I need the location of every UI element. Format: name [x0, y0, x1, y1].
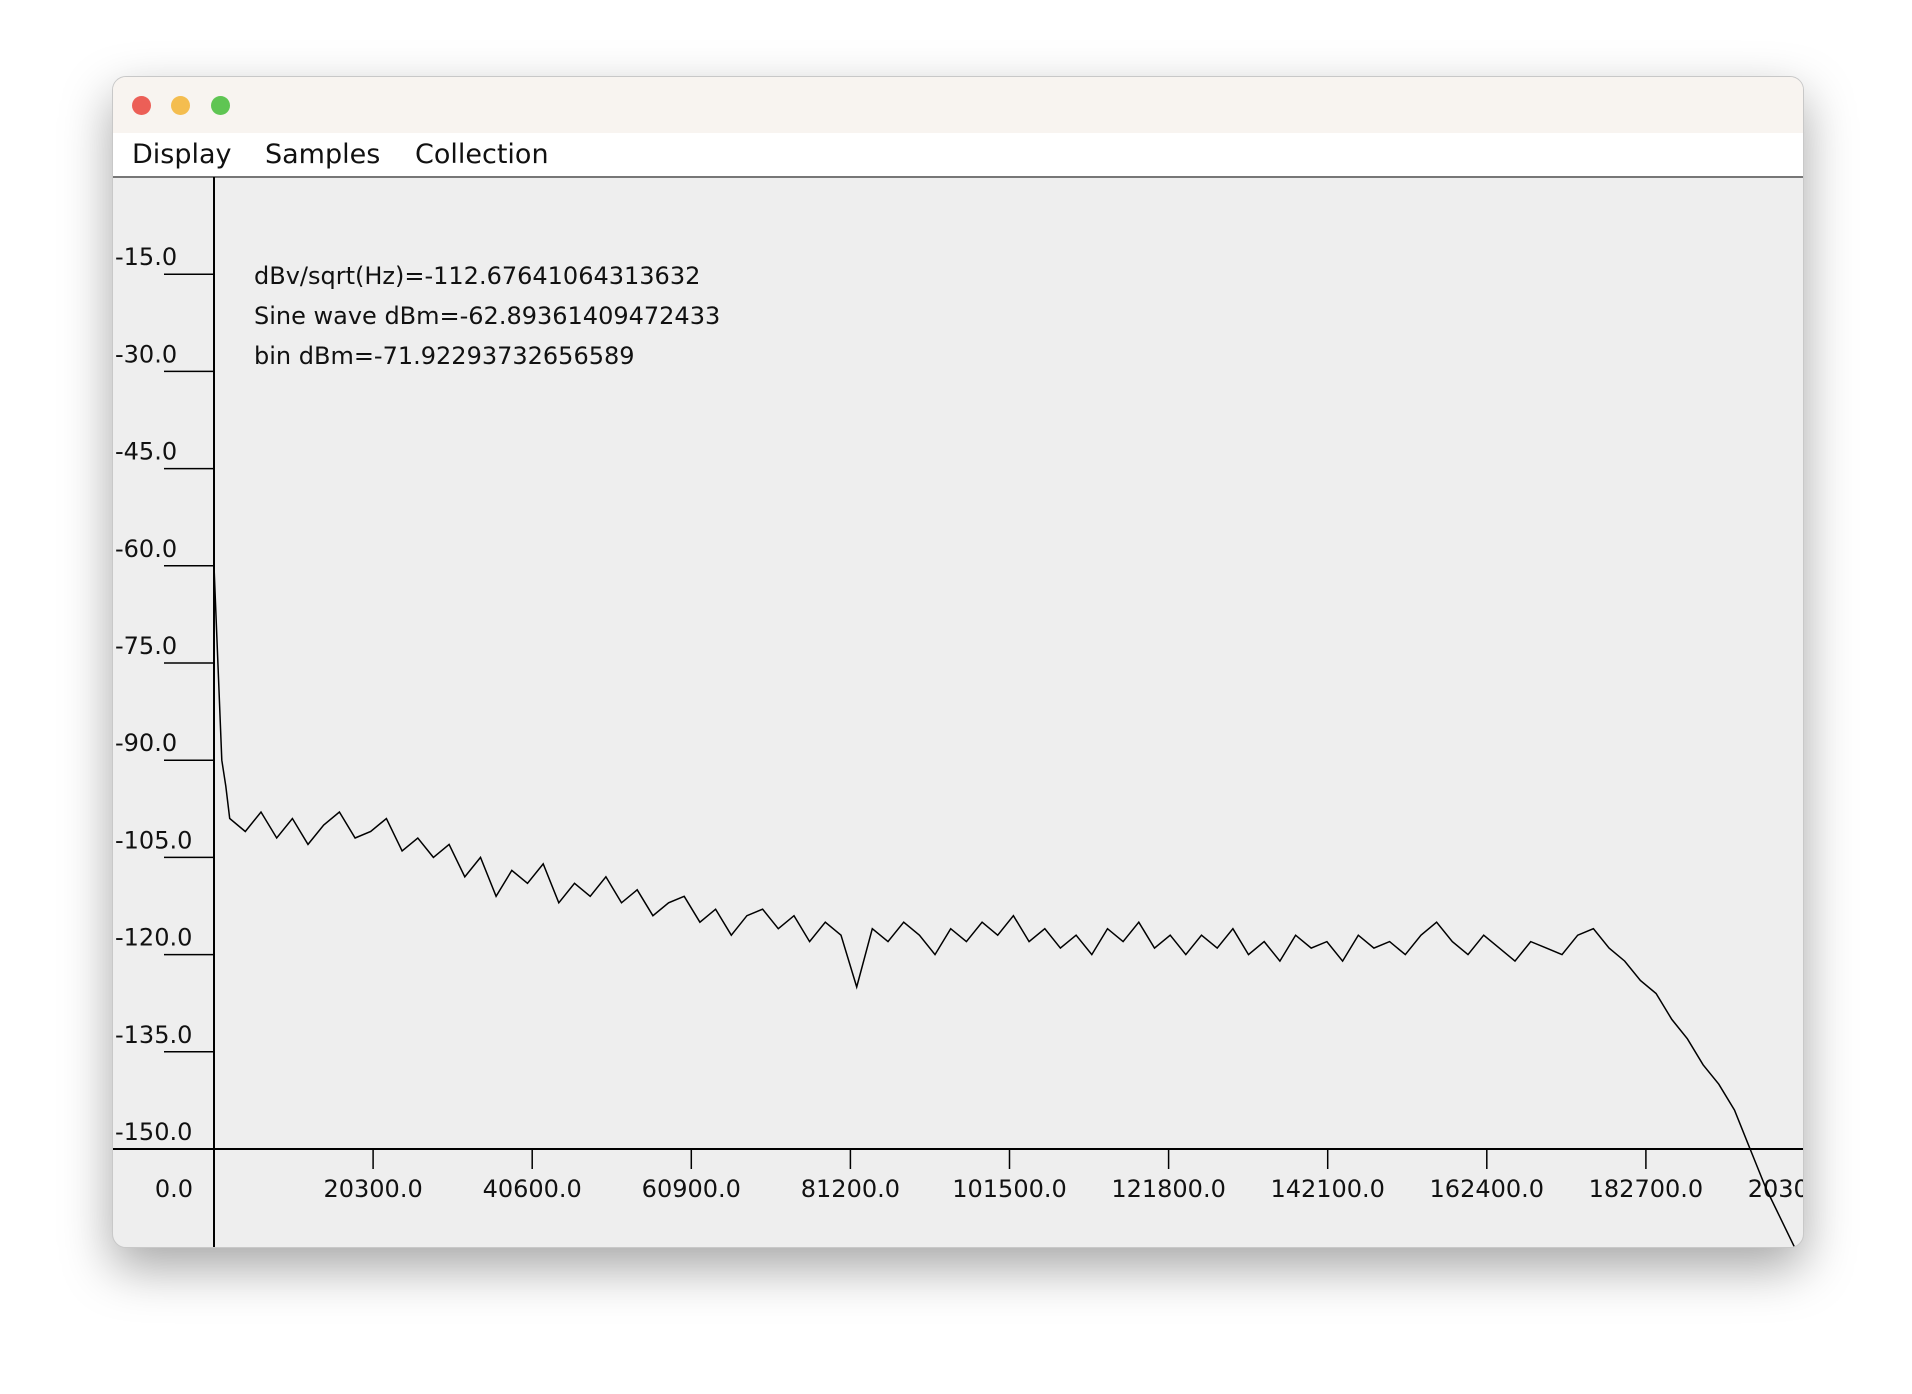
zoom-button[interactable]: [211, 96, 230, 115]
chart: dBv/sqrt(Hz)=-112.67641064313632 Sine wa…: [113, 177, 1804, 1247]
x-tick-label: 101500.0: [952, 1175, 1067, 1203]
y-tick-label: -75.0: [115, 632, 177, 660]
minimize-button[interactable]: [171, 96, 190, 115]
y-tick-label: -60.0: [115, 535, 177, 563]
x-tick-label: 182700.0: [1589, 1175, 1704, 1203]
y-tick-label: -90.0: [115, 729, 177, 757]
annotation: bin dBm=-71.92293732656589: [254, 342, 635, 370]
menu-bar: Display Samples Collection: [113, 133, 1803, 178]
x-tick-label: 20300.0: [323, 1175, 422, 1203]
x-tick-label: 203000.0: [1748, 1175, 1804, 1203]
x-tick-label: 142100.0: [1270, 1175, 1385, 1203]
menu-item[interactable]: Samples: [265, 139, 381, 170]
x-tick-label: 40600.0: [483, 1175, 582, 1203]
close-button[interactable]: [132, 96, 151, 115]
menu-item[interactable]: Display: [132, 139, 232, 170]
x-tick-label: 60900.0: [642, 1175, 741, 1203]
y-tick-label: -15.0: [115, 243, 177, 271]
x-tick-label: 0.0: [155, 1175, 193, 1203]
x-tick-label: 81200.0: [801, 1175, 900, 1203]
x-tick-label: 121800.0: [1111, 1175, 1226, 1203]
menu-item[interactable]: Collection: [415, 139, 549, 170]
y-tick-label: -135.0: [115, 1021, 192, 1049]
y-tick-label: -30.0: [115, 340, 177, 368]
x-tick-label: 162400.0: [1430, 1175, 1545, 1203]
y-tick-label: -105.0: [115, 826, 192, 854]
y-tick-label: -150.0: [115, 1118, 192, 1146]
window: Display Samples Collection dBv/sqrt(Hz)=…: [112, 76, 1804, 1248]
y-tick-label: -45.0: [115, 438, 177, 466]
y-tick-label: -120.0: [115, 924, 192, 952]
title-bar: [113, 77, 1803, 134]
spectrum-line: [213, 565, 1796, 1247]
annotation: Sine wave dBm=-62.89361409472433: [254, 302, 720, 330]
annotation: dBv/sqrt(Hz)=-112.67641064313632: [254, 262, 700, 290]
